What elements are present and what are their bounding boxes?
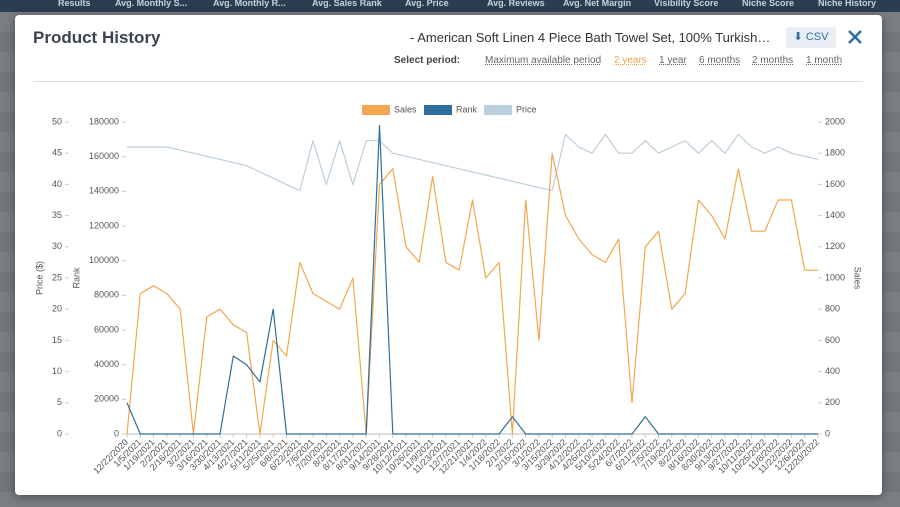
period-option[interactable]: 2 years — [614, 55, 647, 66]
period-option[interactable]: 6 months — [699, 55, 741, 66]
background-header-label: Avg. Monthly R... — [213, 0, 286, 8]
y3-axis-title: Price ($) — [34, 261, 44, 295]
legend-swatch — [484, 105, 512, 115]
y3-tick-label: 45 — [52, 148, 62, 158]
y2-tick-label: 2000 — [825, 116, 845, 126]
background-header-label: Avg. Monthly S... — [115, 0, 188, 8]
period-option[interactable]: 2 months — [752, 55, 794, 66]
period-option[interactable]: 1 year — [659, 55, 687, 66]
close-button[interactable] — [845, 25, 865, 49]
separator — [33, 81, 863, 82]
y2-tick-label: 200 — [825, 397, 840, 407]
y3-tick-label: 20 — [52, 304, 62, 314]
y3-tick-label: 35 — [52, 210, 62, 220]
y3-tick-label: 0 — [57, 428, 62, 438]
csv-label[interactable]: CSV — [805, 31, 829, 43]
background-header-label: Avg. Price — [405, 0, 449, 8]
y2-tick-label: 1600 — [825, 179, 845, 189]
modal-title: Product History — [33, 28, 161, 47]
y-tick-label: 0 — [114, 428, 119, 438]
y2-tick-label: 600 — [825, 335, 840, 345]
legend-label: Rank — [456, 104, 478, 114]
period-option[interactable]: Maximum available period — [485, 55, 602, 66]
background-header-label: Niche Score — [742, 0, 795, 8]
background-header: Results Avg. Monthly S... Avg. Monthly R..… — [0, 0, 900, 12]
y-tick-label: 100000 — [89, 255, 119, 265]
y2-tick-label: 1400 — [825, 210, 845, 220]
background-header-label: Results — [58, 0, 91, 8]
legend-label: Price — [516, 104, 537, 114]
y3-tick-label: 15 — [52, 335, 62, 345]
background-header-label: Avg. Sales Rank — [312, 0, 382, 8]
series-line — [126, 124, 818, 435]
y2-tick-label: 400 — [825, 366, 840, 376]
y-tick-label: 80000 — [94, 290, 119, 300]
modal: Product History - American Soft Linen 4 … — [15, 15, 882, 495]
csv-button[interactable]: ⬇ CSV — [786, 27, 836, 48]
product-name: - American Soft Linen 4 Piece Bath Towel… — [410, 30, 771, 45]
period-option[interactable]: 1 month — [806, 55, 843, 66]
y3-tick-label: 40 — [52, 179, 62, 189]
background-header-label: Avg. Net Margin — [563, 0, 632, 8]
y-tick-label: 140000 — [89, 186, 119, 196]
background-header-label: Avg. Reviews — [487, 0, 545, 8]
y2-tick-label: 1200 — [825, 241, 845, 251]
y-tick-label: 40000 — [94, 359, 119, 369]
legend-swatch — [424, 105, 452, 115]
background-header-label: Niche History — [818, 0, 877, 8]
y3-tick-label: 10 — [52, 366, 62, 376]
y-tick-label: 60000 — [94, 324, 119, 334]
background-header-label: Visibility Score — [654, 0, 719, 8]
legend-swatch — [362, 105, 390, 115]
y2-tick-label: 1000 — [825, 272, 845, 282]
legend-label: Sales — [394, 104, 417, 114]
y-tick-label: 180000 — [89, 116, 119, 126]
series-line — [126, 152, 818, 435]
y-tick-label: 120000 — [89, 220, 119, 230]
y3-tick-label: 30 — [52, 241, 62, 251]
y-tick-label: 20000 — [94, 394, 119, 404]
y3-tick-label: 5 — [57, 397, 62, 407]
y-tick-label: 160000 — [89, 151, 119, 161]
y3-tick-label: 50 — [52, 116, 62, 126]
y-axis-title: Rank — [71, 267, 81, 289]
y3-tick-label: 25 — [52, 272, 62, 282]
y2-axis-title: Sales — [853, 267, 863, 290]
period-label: Select period: — [394, 55, 461, 66]
series-line — [127, 133, 819, 192]
y2-tick-label: 1800 — [825, 148, 845, 158]
y2-tick-label: 0 — [825, 428, 830, 438]
y2-tick-label: 800 — [825, 304, 840, 314]
